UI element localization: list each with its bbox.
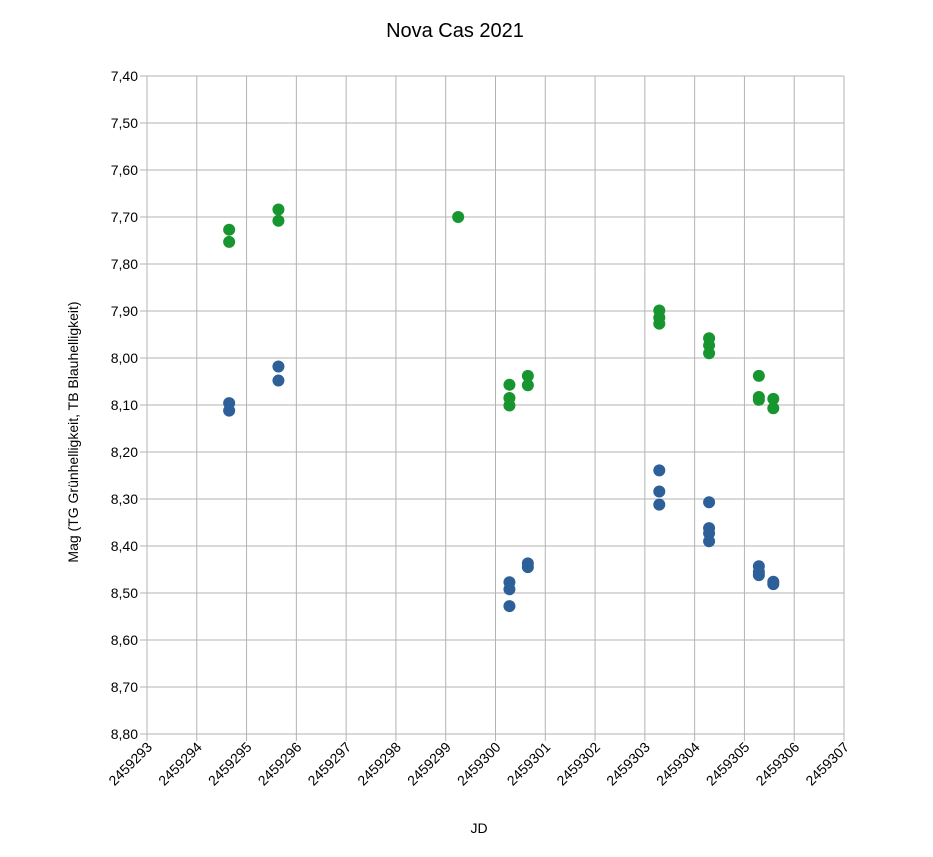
data-point-tg (272, 203, 285, 216)
data-point-tb (653, 464, 666, 477)
x-axis-label: JD (470, 820, 487, 836)
x-tick-label: 2459300 (454, 739, 504, 789)
x-axis-ticks: 2459293 2459294 2459295 2459296 2459297 24592… (105, 739, 852, 789)
x-tick-label: 2459296 (255, 739, 305, 789)
y-tick-label: 7,70 (111, 209, 138, 225)
x-tick-label: 2459306 (752, 739, 802, 789)
x-tick-label: 2459302 (553, 739, 603, 789)
y-tick-label: 8,80 (111, 726, 138, 742)
data-point-tb (703, 535, 716, 548)
data-point-tb (223, 404, 236, 417)
x-tick-label: 2459298 (354, 739, 404, 789)
y-axis-ticks: 7,40 7,50 7,60 7,70 7,80 7,90 8,00 8,10 8,20 8,30… (111, 68, 138, 742)
data-point-tg (703, 347, 716, 360)
data-point-tb (272, 360, 285, 373)
x-tick-label: 2459307 (802, 739, 852, 789)
y-tick-label: 7,60 (111, 162, 138, 178)
x-tick-label: 2459294 (155, 739, 205, 789)
y-tick-label: 8,50 (111, 585, 138, 601)
grid (140, 75, 845, 741)
data-point-tg (503, 378, 516, 391)
data-point-tb (272, 374, 285, 387)
data-point-tb (752, 569, 765, 582)
data-point-tb (653, 498, 666, 511)
data-point-tg (752, 393, 765, 406)
data-point-tb (503, 600, 516, 613)
y-tick-label: 7,90 (111, 303, 138, 319)
data-point-tg (272, 214, 285, 227)
data-point-tg (752, 369, 765, 382)
y-tick-label: 8,20 (111, 444, 138, 460)
x-tick-label: 2459295 (205, 739, 255, 789)
x-tick-label: 2459297 (304, 739, 354, 789)
y-tick-label: 8,70 (111, 679, 138, 695)
data-point-tb (503, 583, 516, 596)
data-point-tg (521, 369, 534, 382)
data-point-tg (503, 399, 516, 412)
data-point-tg (452, 211, 465, 223)
x-tick-label: 2459299 (404, 739, 454, 789)
data-point-tb (653, 485, 666, 498)
data-point-tg (223, 223, 236, 236)
data-point-tg (653, 317, 666, 330)
y-tick-label: 8,60 (111, 632, 138, 648)
data-points (223, 203, 780, 613)
x-tick-label: 2459304 (653, 739, 703, 789)
data-point-tg (767, 392, 780, 405)
data-point-tg (521, 379, 534, 392)
y-tick-label: 8,10 (111, 397, 138, 413)
chart-title: Nova Cas 2021 (386, 20, 524, 42)
y-tick-label: 7,50 (111, 115, 138, 131)
data-point-tb (521, 561, 534, 574)
y-tick-label: 8,30 (111, 491, 138, 507)
y-axis-label: Mag (TG Grünhelligkeit, TB Blauhelligkei… (65, 301, 81, 562)
data-point-tg (767, 402, 780, 415)
y-tick-label: 7,40 (111, 68, 138, 84)
y-tick-label: 8,40 (111, 538, 138, 554)
x-tick-label: 2459305 (703, 739, 753, 789)
data-point-tb (767, 578, 780, 591)
x-tick-label: 2459303 (603, 739, 653, 789)
x-tick-label: 2459293 (105, 739, 155, 789)
y-tick-label: 8,00 (111, 350, 138, 366)
x-tick-label: 2459301 (504, 739, 554, 789)
data-point-tb (703, 496, 716, 509)
y-tick-label: 7,80 (111, 256, 138, 272)
data-point-tg (223, 235, 236, 248)
